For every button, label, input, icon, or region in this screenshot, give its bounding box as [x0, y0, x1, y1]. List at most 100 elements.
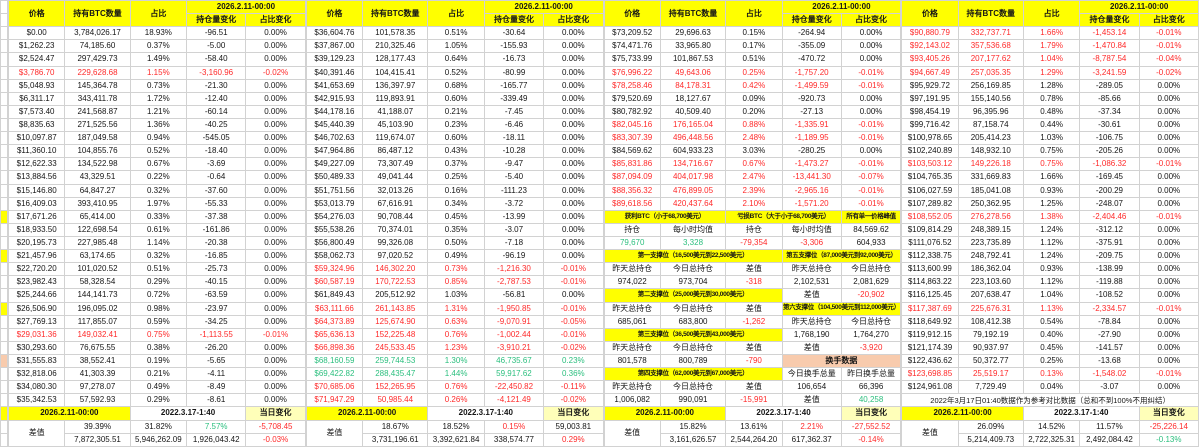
share-change-cell[interactable]: 0.00% [1138, 340, 1199, 355]
special-cell[interactable]: 换手数据 [781, 353, 902, 369]
share-change-cell[interactable]: 0.00% [245, 314, 306, 329]
sliver-cell[interactable] [0, 104, 8, 119]
price-cell[interactable]: $30,293.60 [7, 340, 66, 355]
sliver-cell[interactable] [0, 288, 8, 303]
price-cell[interactable]: $63,111.66 [305, 301, 364, 316]
share-cell[interactable]: 0.29% [129, 275, 188, 290]
share-cell[interactable]: 0.32% [129, 183, 188, 198]
special-cell[interactable]: 今日换手总量 [781, 367, 842, 382]
sliver-cell[interactable] [0, 131, 8, 146]
btc-amount-cell[interactable]: 210,325.46 [362, 39, 429, 54]
btc-amount-cell[interactable]: 259,744.53 [362, 353, 429, 369]
share-change-cell[interactable]: 0.00% [245, 91, 306, 106]
price-cell[interactable]: $10,097.87 [7, 131, 66, 146]
share-change-cell[interactable]: 0.00% [543, 144, 604, 159]
share-change-cell[interactable]: 0.00% [840, 144, 902, 159]
footer-snapshot-date[interactable]: 2026.2.11-00:00 [603, 406, 727, 421]
special-cell[interactable]: 第二支撑位（25,000美元到30,000美元） [603, 288, 783, 303]
price-cell[interactable]: $66,898.36 [305, 340, 364, 355]
share-cell[interactable]: 1.25% [1022, 196, 1081, 211]
share-cell[interactable]: 0.25% [725, 65, 783, 80]
position-change-cell[interactable]: -4.11 [186, 367, 247, 382]
share-cell[interactable]: 1.31% [427, 301, 485, 316]
position-change-cell[interactable]: -5.00 [186, 39, 247, 54]
price-cell[interactable]: $58,062.73 [305, 249, 364, 264]
share-cell[interactable]: 0.32% [129, 249, 188, 264]
share-cell[interactable]: 0.34% [427, 196, 485, 211]
sliver-cell[interactable] [0, 0, 8, 15]
share-cell[interactable]: 0.93% [1022, 183, 1081, 198]
share-change-cell[interactable]: -0.01% [840, 117, 902, 133]
position-change-cell[interactable]: -1,571.20 [781, 196, 842, 211]
price-cell[interactable]: $54,276.03 [305, 209, 364, 224]
share-cell[interactable]: 0.72% [129, 288, 188, 303]
share-cell[interactable]: 1.05% [427, 39, 485, 54]
price-cell[interactable]: $49,227.09 [305, 157, 364, 172]
position-change-cell[interactable]: -13,441.30 [781, 170, 842, 185]
btc-amount-cell[interactable]: 25,519.17 [957, 367, 1024, 382]
special-cell[interactable]: 今日总持仓 [659, 262, 727, 277]
position-change-cell[interactable]: -1,548.02 [1079, 367, 1140, 382]
header-price[interactable]: 价格 [603, 0, 661, 28]
price-cell[interactable]: $88,356.32 [603, 183, 661, 198]
special-cell[interactable]: 持仓 [603, 222, 661, 237]
position-change-cell[interactable]: -248.07 [1079, 196, 1140, 211]
special-cell[interactable]: 604,933 [840, 235, 902, 251]
sliver-cell[interactable] [0, 117, 8, 133]
price-cell[interactable]: $8,835.63 [7, 117, 66, 133]
sliver-cell[interactable] [0, 144, 8, 159]
share-cell[interactable]: 0.21% [427, 104, 485, 119]
share-cell[interactable]: 1.21% [129, 104, 188, 119]
btc-amount-cell[interactable]: 152,265.95 [362, 380, 429, 395]
btc-amount-cell[interactable]: 248,389.15 [957, 222, 1024, 237]
price-cell[interactable]: $16,409.03 [7, 196, 66, 211]
price-cell[interactable]: $104,765.35 [901, 170, 959, 185]
share-cell[interactable]: 0.52% [427, 65, 485, 80]
special-cell[interactable]: 持仓 [725, 222, 783, 237]
share-change-cell[interactable]: 0.00% [245, 249, 306, 264]
price-cell[interactable]: $112,338.75 [901, 249, 959, 264]
share-change-cell[interactable]: 0.00% [1138, 275, 1199, 290]
price-cell[interactable]: $47,964.86 [305, 144, 364, 159]
share-change-cell[interactable]: -0.01% [840, 78, 902, 93]
btc-amount-cell[interactable]: 144,141.73 [64, 288, 131, 303]
share-cell[interactable]: 0.64% [427, 52, 485, 67]
share-change-cell[interactable]: 0.00% [543, 249, 604, 264]
price-cell[interactable]: $56,800.49 [305, 235, 364, 251]
share-change-cell[interactable]: -0.01% [840, 65, 902, 80]
btc-amount-cell[interactable]: 86,487.12 [362, 144, 429, 159]
btc-amount-cell[interactable]: 148,932.10 [957, 144, 1024, 159]
footer-value[interactable]: 39.39% [64, 419, 131, 434]
price-cell[interactable]: $46,702.63 [305, 131, 364, 146]
share-change-cell[interactable]: 0.00% [1138, 170, 1199, 185]
price-cell[interactable]: $22,720.20 [7, 262, 66, 277]
position-change-cell[interactable]: -37.60 [186, 183, 247, 198]
position-change-cell[interactable]: -27.13 [781, 104, 842, 119]
diff-label[interactable]: 差值 [305, 419, 364, 447]
sliver-cell[interactable] [0, 327, 8, 342]
footer-value[interactable]: 2,492,084.42 [1079, 432, 1140, 447]
share-cell[interactable]: 0.68% [427, 78, 485, 93]
sliver-cell[interactable] [0, 432, 8, 447]
position-change-cell[interactable]: -205.26 [1079, 144, 1140, 159]
btc-amount-cell[interactable]: 108,412.38 [957, 314, 1024, 329]
share-cell[interactable]: 0.43% [427, 144, 485, 159]
special-cell[interactable]: 每小时均值 [659, 222, 727, 237]
footer-value[interactable]: 2.21% [781, 419, 842, 434]
btc-amount-cell[interactable]: 149,032.41 [64, 327, 131, 342]
share-cell[interactable]: 0.61% [129, 222, 188, 237]
price-cell[interactable]: $45,440.39 [305, 117, 364, 133]
price-cell[interactable]: $65,636.13 [305, 327, 364, 342]
price-cell[interactable]: $71,947.29 [305, 393, 364, 408]
price-cell[interactable]: $117,387.69 [901, 301, 959, 316]
price-cell[interactable]: $7,573.40 [7, 104, 66, 119]
price-cell[interactable]: $70,685.06 [305, 380, 364, 395]
footer-snapshot-date[interactable]: 2026.2.11-00:00 [901, 406, 1024, 421]
share-cell[interactable]: 1.97% [129, 196, 188, 211]
position-change-cell[interactable]: -37.34 [1079, 104, 1140, 119]
header-price[interactable]: 价格 [7, 0, 66, 28]
footer-value[interactable]: 18.52% [427, 419, 485, 434]
footer-value[interactable]: 7,872,305.51 [64, 432, 131, 447]
share-cell[interactable]: 0.25% [1022, 353, 1081, 369]
share-change-cell[interactable]: -0.01% [1138, 301, 1199, 316]
